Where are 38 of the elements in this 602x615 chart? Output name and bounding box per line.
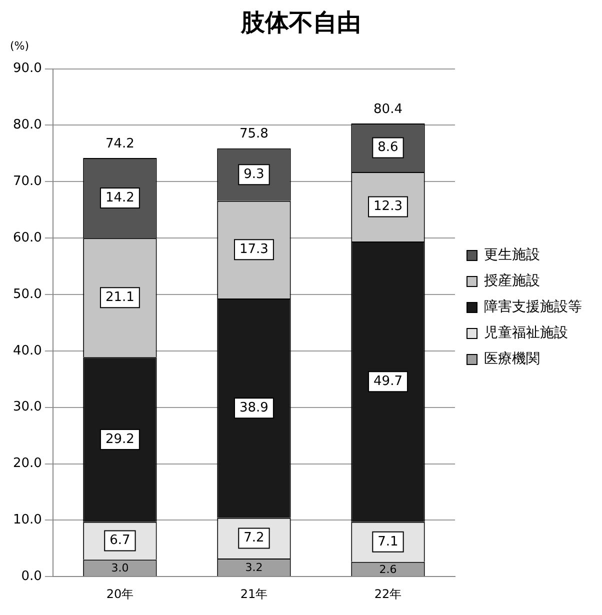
data-label: 8.6: [378, 140, 398, 156]
total-label: 74.2: [105, 136, 134, 152]
y-tick-label: 0.0: [21, 568, 42, 584]
legend-label: 更生施設: [484, 247, 540, 264]
x-tick-label: 20年: [106, 586, 134, 601]
x-tick-label: 21年: [240, 586, 268, 601]
data-label: 14.2: [105, 190, 134, 206]
data-label: 49.7: [374, 374, 402, 390]
data-label: 9.3: [244, 166, 264, 182]
y-tick-label: 80.0: [12, 118, 42, 133]
legend-label: 授産施設: [484, 273, 540, 290]
y-axis-title: (%): [10, 40, 30, 53]
total-label: 75.8: [239, 126, 268, 142]
data-label: 12.3: [374, 199, 402, 214]
x-tick-label: 22年: [374, 586, 402, 601]
data-label: 21.1: [105, 290, 134, 305]
total-label: 80.4: [374, 102, 402, 117]
data-label: 7.2: [244, 530, 264, 546]
y-tick-label: 20.0: [12, 456, 42, 472]
data-label: 3.2: [245, 561, 263, 574]
data-label: 17.3: [239, 242, 268, 258]
data-label: 38.9: [239, 400, 268, 416]
data-label: 6.7: [110, 533, 130, 548]
y-tick-label: 50.0: [12, 286, 42, 302]
y-tick-label: 40.0: [12, 343, 42, 358]
chart-title: 肢体不自由: [240, 8, 361, 37]
legend-label: 児童福祉施設: [484, 325, 568, 342]
data-label: 7.1: [378, 534, 398, 550]
y-tick-label: 60.0: [12, 230, 42, 246]
y-tick-label: 70.0: [12, 174, 42, 190]
data-label: 2.6: [379, 562, 397, 576]
y-tick-label: 90.0: [12, 61, 42, 76]
legend-label: 医療機関: [484, 351, 540, 368]
data-label: 3.0: [111, 562, 129, 575]
legend-label: 障害支援施設等: [484, 299, 582, 316]
data-label: 29.2: [105, 432, 134, 447]
y-tick-label: 10.0: [12, 512, 42, 528]
y-tick-label: 30.0: [12, 400, 42, 415]
